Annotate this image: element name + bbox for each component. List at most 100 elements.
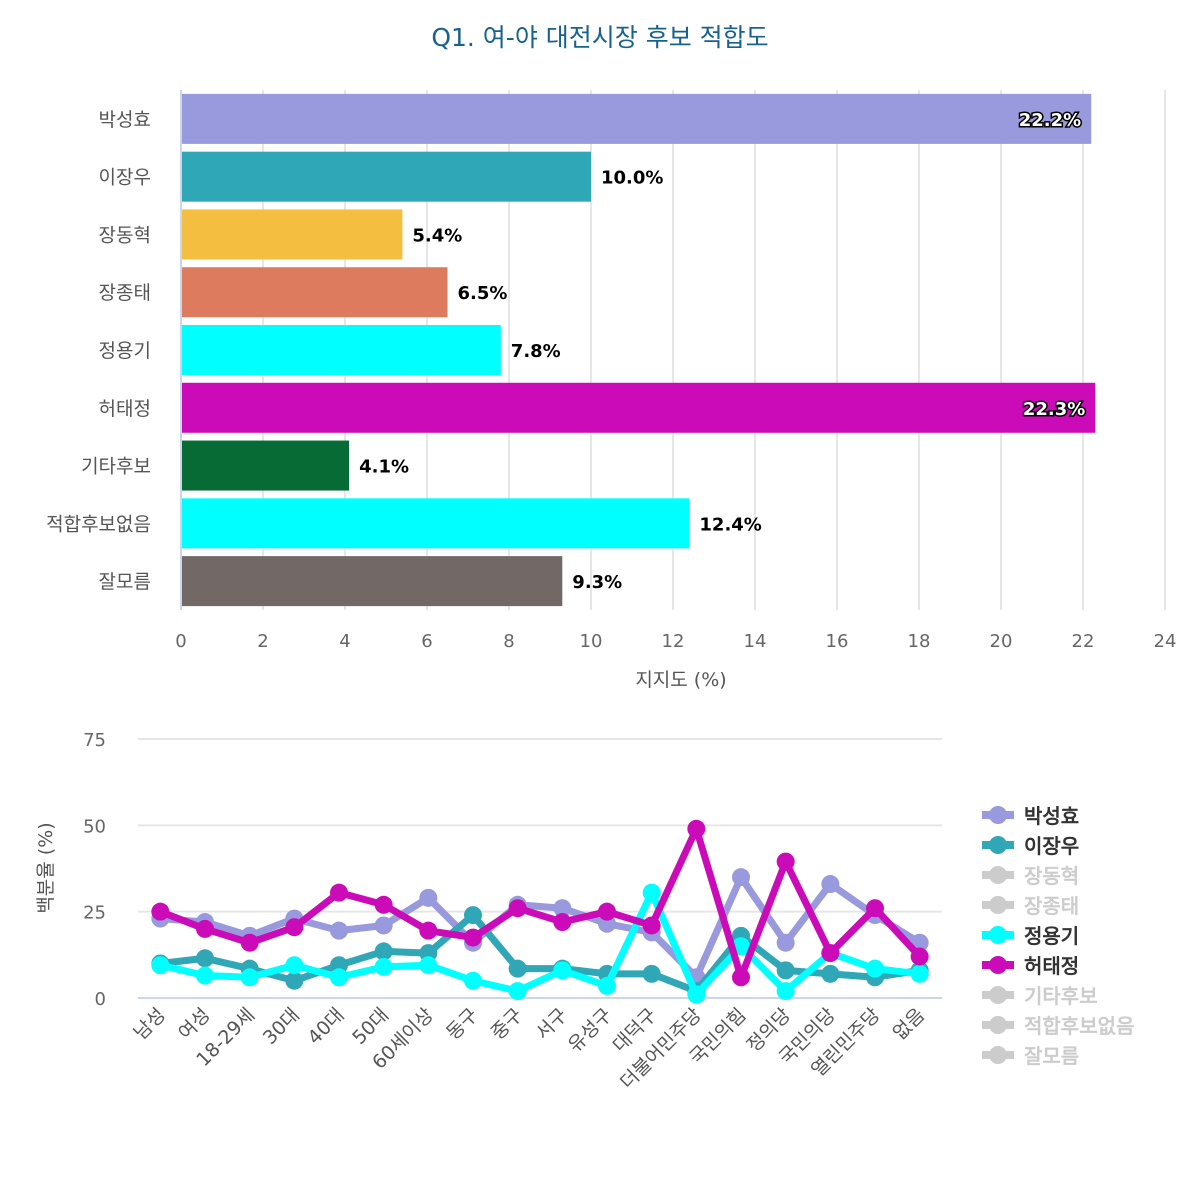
bar[interactable] xyxy=(182,209,403,260)
data-point[interactable] xyxy=(776,933,795,952)
data-point[interactable] xyxy=(151,956,170,975)
data-point[interactable] xyxy=(196,966,214,985)
legend-label: 기타후보 xyxy=(1024,984,1098,1008)
data-point[interactable] xyxy=(151,902,170,921)
legend-item[interactable]: 장동혁 xyxy=(982,864,1079,888)
data-point[interactable] xyxy=(240,933,259,952)
data-point[interactable] xyxy=(508,899,527,918)
data-point[interactable] xyxy=(508,982,527,1001)
data-point[interactable] xyxy=(374,916,393,935)
data-point[interactable] xyxy=(196,919,214,938)
data-point[interactable] xyxy=(553,961,572,980)
bar[interactable] xyxy=(182,440,350,491)
data-point[interactable] xyxy=(196,949,214,968)
x-tick-label: 20 xyxy=(990,631,1013,652)
data-point[interactable] xyxy=(732,968,750,987)
data-point[interactable] xyxy=(285,971,304,990)
bar-x-tick-labels: 0 2 4 6 8 10 12 14 16 18 20 22 24 xyxy=(175,631,1176,652)
data-point[interactable] xyxy=(776,852,795,871)
chart-title: Q1. 여-야 대전시장 후보 적합도 xyxy=(431,23,769,52)
legend-label: 장동혁 xyxy=(1024,864,1079,888)
x-tick-label: 0 xyxy=(175,631,186,652)
bar[interactable] xyxy=(182,151,591,202)
legend-item[interactable]: 정용기 xyxy=(982,924,1079,948)
data-point[interactable] xyxy=(285,956,304,975)
data-point[interactable] xyxy=(598,902,616,921)
x-tick-label: 24 xyxy=(1154,631,1177,652)
data-point[interactable] xyxy=(464,906,482,925)
data-point[interactable] xyxy=(866,959,884,978)
category-label: 기타후보 xyxy=(81,456,151,478)
data-point[interactable] xyxy=(419,921,438,940)
legend-marker-symbol xyxy=(989,806,1007,824)
data-point[interactable] xyxy=(687,819,706,838)
data-point[interactable] xyxy=(419,956,438,975)
legend-item[interactable]: 박성효 xyxy=(982,804,1079,828)
legend-label: 적합후보없음 xyxy=(1024,1014,1134,1038)
legend-item[interactable]: 적합후보없음 xyxy=(982,1014,1134,1038)
data-point[interactable] xyxy=(330,968,348,987)
legend-label: 허태정 xyxy=(1024,954,1079,978)
bar[interactable] xyxy=(182,325,501,375)
data-point[interactable] xyxy=(374,942,393,961)
x-tick-label: 유성구 xyxy=(564,1004,617,1057)
data-point[interactable] xyxy=(508,959,527,978)
series-line[interactable] xyxy=(160,873,922,981)
x-tick-label: 12 xyxy=(662,631,685,652)
data-point[interactable] xyxy=(821,964,840,983)
data-point[interactable] xyxy=(553,913,572,932)
data-label: 9.3% xyxy=(572,572,622,593)
legend-marker-symbol xyxy=(989,836,1007,854)
data-point[interactable] xyxy=(776,982,795,1001)
legend-label: 박성효 xyxy=(1024,804,1079,828)
data-point[interactable] xyxy=(330,921,348,940)
data-point[interactable] xyxy=(464,971,482,990)
category-label: 이장우 xyxy=(99,167,151,189)
series-허태정[interactable] xyxy=(151,819,929,987)
line-series xyxy=(151,819,929,1004)
legend-item[interactable]: 이장우 xyxy=(982,834,1079,858)
bar-marks xyxy=(182,93,1096,607)
data-label: 10.0% xyxy=(601,168,663,189)
legend-item[interactable]: 기타후보 xyxy=(982,984,1098,1008)
data-point[interactable] xyxy=(776,961,795,980)
data-point[interactable] xyxy=(821,875,840,894)
category-label: 장동혁 xyxy=(99,224,151,246)
legend-item[interactable]: 잘모름 xyxy=(982,1044,1079,1068)
data-label: 7.8% xyxy=(511,341,561,362)
data-point[interactable] xyxy=(598,976,616,995)
bar[interactable] xyxy=(182,556,563,607)
bar[interactable] xyxy=(182,382,1096,433)
data-point[interactable] xyxy=(553,899,572,918)
data-point[interactable] xyxy=(419,888,438,907)
data-point[interactable] xyxy=(642,916,661,935)
data-point[interactable] xyxy=(374,895,393,914)
data-point[interactable] xyxy=(330,883,348,902)
bar[interactable] xyxy=(182,498,690,549)
data-point[interactable] xyxy=(642,883,661,902)
data-point[interactable] xyxy=(687,985,706,1004)
y-axis-title: 백분율 (%) xyxy=(35,822,57,913)
data-point[interactable] xyxy=(374,957,393,976)
bar[interactable] xyxy=(182,267,448,318)
data-point[interactable] xyxy=(464,928,482,947)
data-point[interactable] xyxy=(642,964,661,983)
data-point[interactable] xyxy=(285,918,304,937)
data-label: 12.4% xyxy=(699,514,761,535)
x-tick-label: 22 xyxy=(1072,631,1095,652)
data-point[interactable] xyxy=(910,964,929,983)
x-tick-label: 동구 xyxy=(442,1004,482,1044)
data-point[interactable] xyxy=(910,947,929,966)
x-tick-label: 16 xyxy=(826,631,849,652)
series-정용기[interactable] xyxy=(151,883,929,1004)
legend-item[interactable]: 장종태 xyxy=(982,894,1079,918)
x-tick-label: 18 xyxy=(908,631,931,652)
legend-marker-symbol xyxy=(989,1046,1007,1064)
legend-item[interactable]: 허태정 xyxy=(982,954,1079,978)
data-point[interactable] xyxy=(866,899,884,918)
data-point[interactable] xyxy=(821,944,840,963)
bar[interactable] xyxy=(182,93,1092,144)
data-point[interactable] xyxy=(732,868,750,887)
data-label: 22.3% xyxy=(1023,399,1085,420)
data-point[interactable] xyxy=(240,968,259,987)
